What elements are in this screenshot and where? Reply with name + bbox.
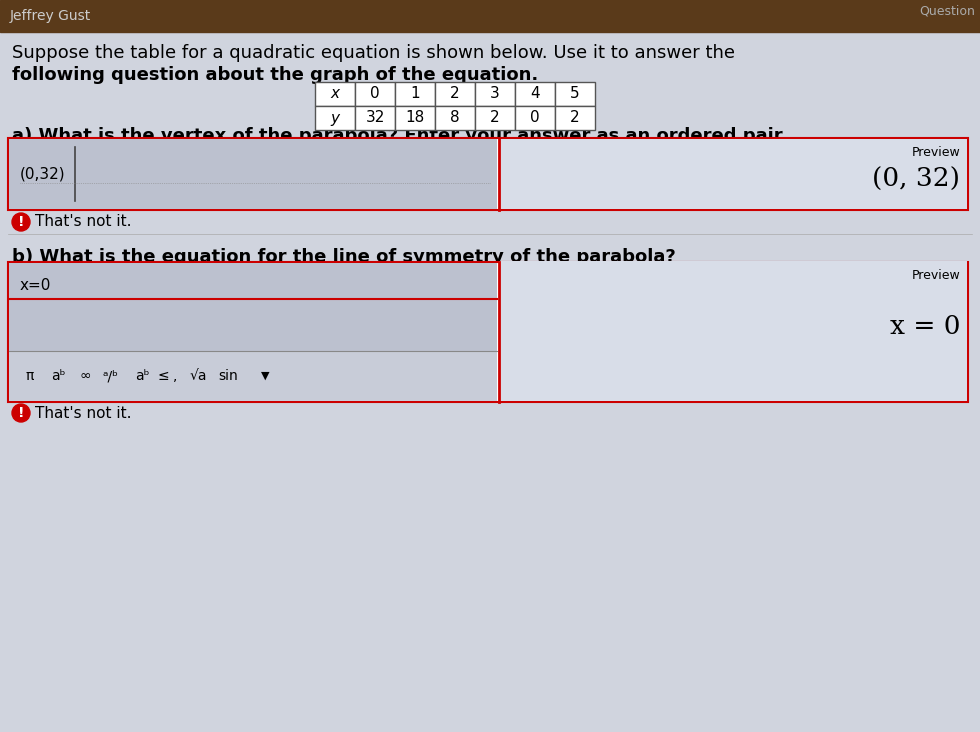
Text: 32: 32: [366, 111, 385, 125]
Text: aᵇ: aᵇ: [135, 369, 149, 383]
Circle shape: [12, 213, 30, 231]
Text: following question about the graph of the equation.: following question about the graph of th…: [12, 66, 538, 84]
Bar: [355, 82, 395, 106]
Text: (0, 32): (0, 32): [872, 166, 960, 192]
Text: 2: 2: [490, 111, 500, 125]
Bar: [515, 106, 555, 130]
Text: x=0: x=0: [20, 278, 51, 294]
Text: 2: 2: [450, 86, 460, 102]
Text: 4: 4: [530, 86, 540, 102]
Text: !: !: [18, 215, 24, 229]
Text: a) What is the vertex of the parabola? Enter your answer as an ordered pair.: a) What is the vertex of the parabola? E…: [12, 127, 787, 145]
Bar: [8, 262, 968, 402]
Bar: [475, 82, 515, 106]
Text: (0,32): (0,32): [20, 166, 66, 182]
Bar: [395, 82, 435, 106]
Bar: [555, 82, 595, 106]
Text: That's not it.: That's not it.: [35, 214, 131, 230]
Text: 8: 8: [450, 111, 460, 125]
Bar: [355, 106, 395, 130]
Text: sin: sin: [219, 369, 238, 383]
Text: √a: √a: [189, 369, 207, 383]
Circle shape: [12, 404, 30, 422]
Bar: [9, 139, 497, 209]
Bar: [395, 106, 435, 130]
Bar: [8, 138, 968, 210]
Bar: [499, 139, 967, 209]
Text: Jeffrey Gust: Jeffrey Gust: [10, 9, 91, 23]
Bar: [9, 263, 497, 351]
Text: x: x: [330, 86, 339, 102]
Text: 0: 0: [370, 86, 380, 102]
Text: Question: Question: [919, 4, 975, 17]
Text: π: π: [25, 369, 34, 383]
Bar: [435, 82, 475, 106]
Text: ▼: ▼: [261, 371, 270, 381]
Text: 2: 2: [570, 111, 580, 125]
Bar: [315, 82, 355, 106]
Text: ∞: ∞: [79, 369, 91, 383]
Text: Preview: Preview: [911, 269, 960, 282]
Text: x = 0: x = 0: [890, 315, 960, 340]
Text: b) What is the equation for the line of symmetry of the parabola?: b) What is the equation for the line of …: [12, 248, 676, 266]
Text: That's not it.: That's not it.: [35, 406, 131, 420]
Bar: [9, 351, 497, 401]
Text: 1: 1: [411, 86, 419, 102]
Text: 0: 0: [530, 111, 540, 125]
Text: Suppose the table for a quadratic equation is shown below. Use it to answer the: Suppose the table for a quadratic equati…: [12, 44, 735, 62]
Bar: [435, 106, 475, 130]
Text: 18: 18: [406, 111, 424, 125]
Text: Preview: Preview: [911, 146, 960, 159]
Bar: [555, 106, 595, 130]
Bar: [315, 106, 355, 130]
Text: 5: 5: [570, 86, 580, 102]
Bar: [499, 261, 967, 401]
Text: 3: 3: [490, 86, 500, 102]
Text: ᵃ/ᵇ: ᵃ/ᵇ: [102, 369, 118, 383]
Bar: [475, 106, 515, 130]
Text: ≤: ≤: [157, 369, 169, 383]
Text: !: !: [18, 406, 24, 420]
Bar: [0, 0, 980, 32]
Text: ,: ,: [172, 369, 177, 383]
Text: y: y: [330, 111, 339, 125]
Bar: [515, 82, 555, 106]
Text: aᵇ: aᵇ: [51, 369, 66, 383]
